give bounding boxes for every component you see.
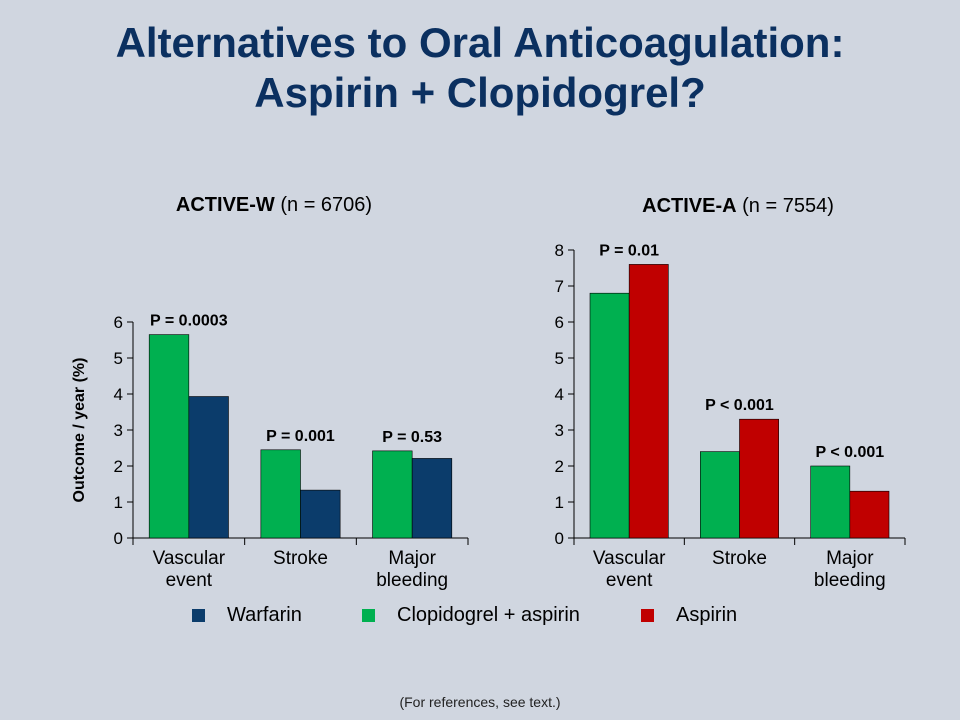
chart-2-bar-clopidogrel-aspirin-3 bbox=[810, 465, 851, 539]
chart-2-x-tick-label: bleeding bbox=[814, 570, 886, 591]
chart-1-bar-clopidogrel-aspirin-2 bbox=[260, 449, 301, 539]
legend-swatch-warfarin bbox=[192, 609, 205, 622]
chart-1-y-tick-label: 6 bbox=[114, 313, 123, 332]
chart-1-y-tick-label: 5 bbox=[114, 349, 123, 368]
chart-2-y-tick-label: 8 bbox=[555, 241, 564, 260]
chart-2-x-tick-label: Stroke bbox=[712, 548, 767, 569]
chart-1-y-tick-label: 3 bbox=[114, 421, 123, 440]
chart-2-x-tick-label: Vascular bbox=[593, 548, 666, 569]
legend: Warfarin Clopidogrel + aspirin Aspirin bbox=[0, 604, 960, 630]
legend-swatch-aspirin bbox=[641, 609, 654, 622]
legend-item-clopidogrel-aspirin: Clopidogrel + aspirin bbox=[362, 604, 580, 627]
legend-swatch-clopidogrel-aspirin bbox=[362, 609, 375, 622]
chart-1-x-tick-label: Vascular bbox=[153, 548, 226, 569]
chart-1-p-value-label: P = 0.001 bbox=[266, 428, 335, 445]
chart-2-bar-aspirin-2 bbox=[739, 418, 779, 539]
chart-1-x-tick-label: Major bbox=[388, 548, 436, 569]
chart-1-y-tick-label: 0 bbox=[114, 529, 123, 548]
chart-1-x-tick-label: event bbox=[166, 570, 213, 591]
chart-2-x-tick-label: Major bbox=[826, 548, 874, 569]
chart-1-y-tick-label: 2 bbox=[114, 457, 123, 476]
chart-1-bar-warfarin-2 bbox=[300, 489, 341, 539]
chart-2-bar-clopidogrel-aspirin-2 bbox=[700, 451, 740, 539]
chart-2-p-value-label: P < 0.001 bbox=[816, 444, 885, 461]
chart-2-y-tick-label: 6 bbox=[555, 313, 564, 332]
chart-1-p-value-label: P = 0.0003 bbox=[150, 313, 228, 330]
chart-2-y-tick-label: 3 bbox=[555, 421, 564, 440]
chart-1-title: ACTIVE-W (n = 6706) bbox=[176, 194, 372, 216]
chart-2-bar-clopidogrel-aspirin-1 bbox=[589, 292, 630, 539]
footnote: (For references, see text.) bbox=[399, 694, 561, 710]
chart-2-x-tick-label: event bbox=[606, 570, 653, 591]
chart-2-p-value-label: P < 0.001 bbox=[705, 397, 774, 414]
legend-label-clopidogrel-aspirin: Clopidogrel + aspirin bbox=[397, 604, 580, 626]
chart-2-y-tick-label: 0 bbox=[555, 529, 564, 548]
slide-title-line-1: Alternatives to Oral Anticoagulation: bbox=[115, 19, 845, 66]
chart-2-y-tick-label: 1 bbox=[555, 493, 564, 512]
chart-2-bar-aspirin-3 bbox=[849, 490, 890, 539]
legend-item-warfarin: Warfarin bbox=[192, 604, 302, 627]
chart-1-bar-warfarin-1 bbox=[188, 396, 229, 539]
chart-2-y-tick-label: 2 bbox=[555, 457, 564, 476]
chart-2-title: ACTIVE-A (n = 7554) bbox=[642, 195, 834, 217]
slide-title: Alternatives to Oral Anticoagulation: As… bbox=[0, 18, 960, 118]
chart-1-y-tick-label: 1 bbox=[114, 493, 123, 512]
legend-label-aspirin: Aspirin bbox=[676, 604, 738, 626]
chart-1-x-tick-label: bleeding bbox=[376, 570, 448, 591]
chart-2-y-tick-label: 5 bbox=[555, 349, 564, 368]
chart-1-bar-clopidogrel-aspirin-3 bbox=[372, 450, 413, 539]
chart-2-p-value-label: P = 0.01 bbox=[599, 242, 659, 259]
chart-2-bar-aspirin-1 bbox=[628, 264, 669, 539]
chart-2-y-tick-label: 7 bbox=[555, 277, 564, 296]
chart-1-bar-clopidogrel-aspirin-1 bbox=[148, 334, 190, 539]
chart-2-y-tick-label: 4 bbox=[555, 385, 564, 404]
chart-1-x-tick-label: Stroke bbox=[273, 548, 328, 569]
chart-1-y-axis-label: Outcome / year (%) bbox=[71, 358, 88, 503]
legend-label-warfarin: Warfarin bbox=[227, 604, 302, 626]
chart-1-p-value-label: P = 0.53 bbox=[382, 429, 442, 446]
legend-item-aspirin: Aspirin bbox=[641, 604, 737, 627]
slide-title-line-2: Aspirin + Clopidogrel? bbox=[254, 69, 706, 116]
chart-1-bar-warfarin-3 bbox=[411, 458, 453, 539]
chart-1-y-tick-label: 4 bbox=[114, 385, 123, 404]
